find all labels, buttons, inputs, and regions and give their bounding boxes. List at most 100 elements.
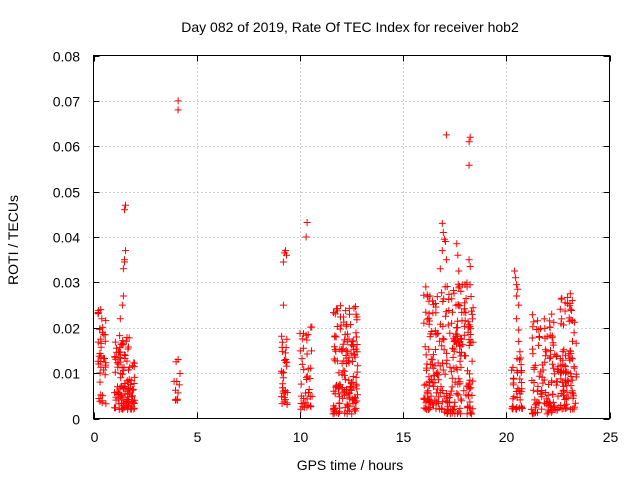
data-point (331, 333, 339, 341)
data-point (448, 405, 456, 413)
data-point (121, 206, 128, 214)
data-point (447, 368, 455, 376)
data-point (299, 344, 307, 352)
data-point (98, 315, 106, 323)
data-point (446, 363, 454, 371)
y-tick-label: 0.05 (53, 185, 80, 201)
data-point (531, 401, 539, 409)
data-point (121, 390, 129, 398)
data-point (538, 361, 546, 369)
data-point (426, 333, 434, 341)
data-point (119, 265, 127, 273)
x-tick-label: 0 (91, 429, 99, 445)
data-point (511, 267, 519, 275)
data-point (540, 315, 548, 323)
x-tick-label: 5 (194, 429, 202, 445)
data-point (305, 389, 312, 396)
data-point (571, 399, 579, 407)
data-point (349, 337, 357, 345)
data-point (123, 334, 131, 341)
data-point (116, 315, 124, 323)
data-point (531, 361, 539, 369)
data-point (529, 311, 537, 319)
data-point (464, 367, 471, 375)
data-point (427, 392, 435, 400)
data-point (564, 294, 572, 301)
data-point (445, 290, 453, 298)
data-point (534, 317, 541, 325)
data-point (443, 356, 451, 364)
data-point (516, 375, 524, 383)
data-point (352, 310, 360, 318)
data-point (128, 393, 136, 401)
data-point (466, 331, 474, 338)
data-point (441, 370, 449, 378)
data-point (561, 307, 569, 315)
data-point (429, 351, 437, 359)
data-point (543, 410, 551, 418)
data-point (516, 390, 524, 398)
data-point (113, 348, 121, 356)
data-point (352, 303, 359, 311)
data-point (465, 161, 473, 169)
data-point (448, 295, 456, 303)
data-point (125, 343, 132, 351)
data-point (515, 301, 523, 309)
data-point (339, 394, 347, 402)
data-point (351, 350, 359, 358)
y-tick-label: 0.08 (53, 49, 80, 65)
data-point (462, 295, 470, 302)
data-point (538, 387, 546, 394)
grid-lines (93, 55, 610, 419)
data-point (567, 305, 575, 313)
data-point (99, 323, 107, 331)
data-point (425, 405, 433, 413)
data-point (130, 404, 138, 412)
data-point (278, 332, 286, 340)
data-point (99, 354, 107, 362)
y-tick-label: 0.07 (53, 94, 80, 110)
data-point (568, 387, 576, 395)
data-point (331, 357, 339, 365)
data-point (468, 357, 476, 365)
data-point (303, 336, 311, 344)
data-point (447, 387, 455, 395)
data-point (513, 292, 521, 300)
data-point (436, 265, 444, 273)
data-point (544, 402, 552, 410)
data-point (352, 380, 360, 388)
data-point (458, 317, 466, 325)
data-point (338, 346, 346, 354)
data-point (466, 376, 474, 384)
x-axis-label: GPS time / hours (297, 457, 404, 473)
data-point (509, 395, 517, 403)
data-point (115, 405, 123, 413)
data-point (343, 338, 351, 346)
data-point (460, 322, 468, 330)
data-point (101, 337, 109, 345)
data-point (337, 313, 344, 321)
data-point (443, 349, 451, 357)
y-tick-label: 0.01 (53, 366, 80, 382)
data-point (421, 343, 429, 351)
data-point (131, 373, 139, 381)
data-point (307, 402, 314, 410)
data-point (469, 405, 477, 413)
data-point (97, 391, 105, 399)
data-point (130, 359, 138, 367)
data-point (552, 378, 560, 386)
data-point (303, 350, 311, 358)
data-point (102, 400, 110, 408)
data-point (425, 373, 433, 381)
data-point (461, 299, 469, 307)
data-point (100, 330, 108, 338)
data-point (570, 364, 578, 372)
data-point (455, 408, 463, 416)
data-point (547, 346, 554, 354)
data-point (343, 391, 351, 399)
data-point (568, 297, 576, 304)
data-point (557, 375, 565, 383)
data-point (445, 307, 453, 314)
data-point (450, 364, 458, 372)
